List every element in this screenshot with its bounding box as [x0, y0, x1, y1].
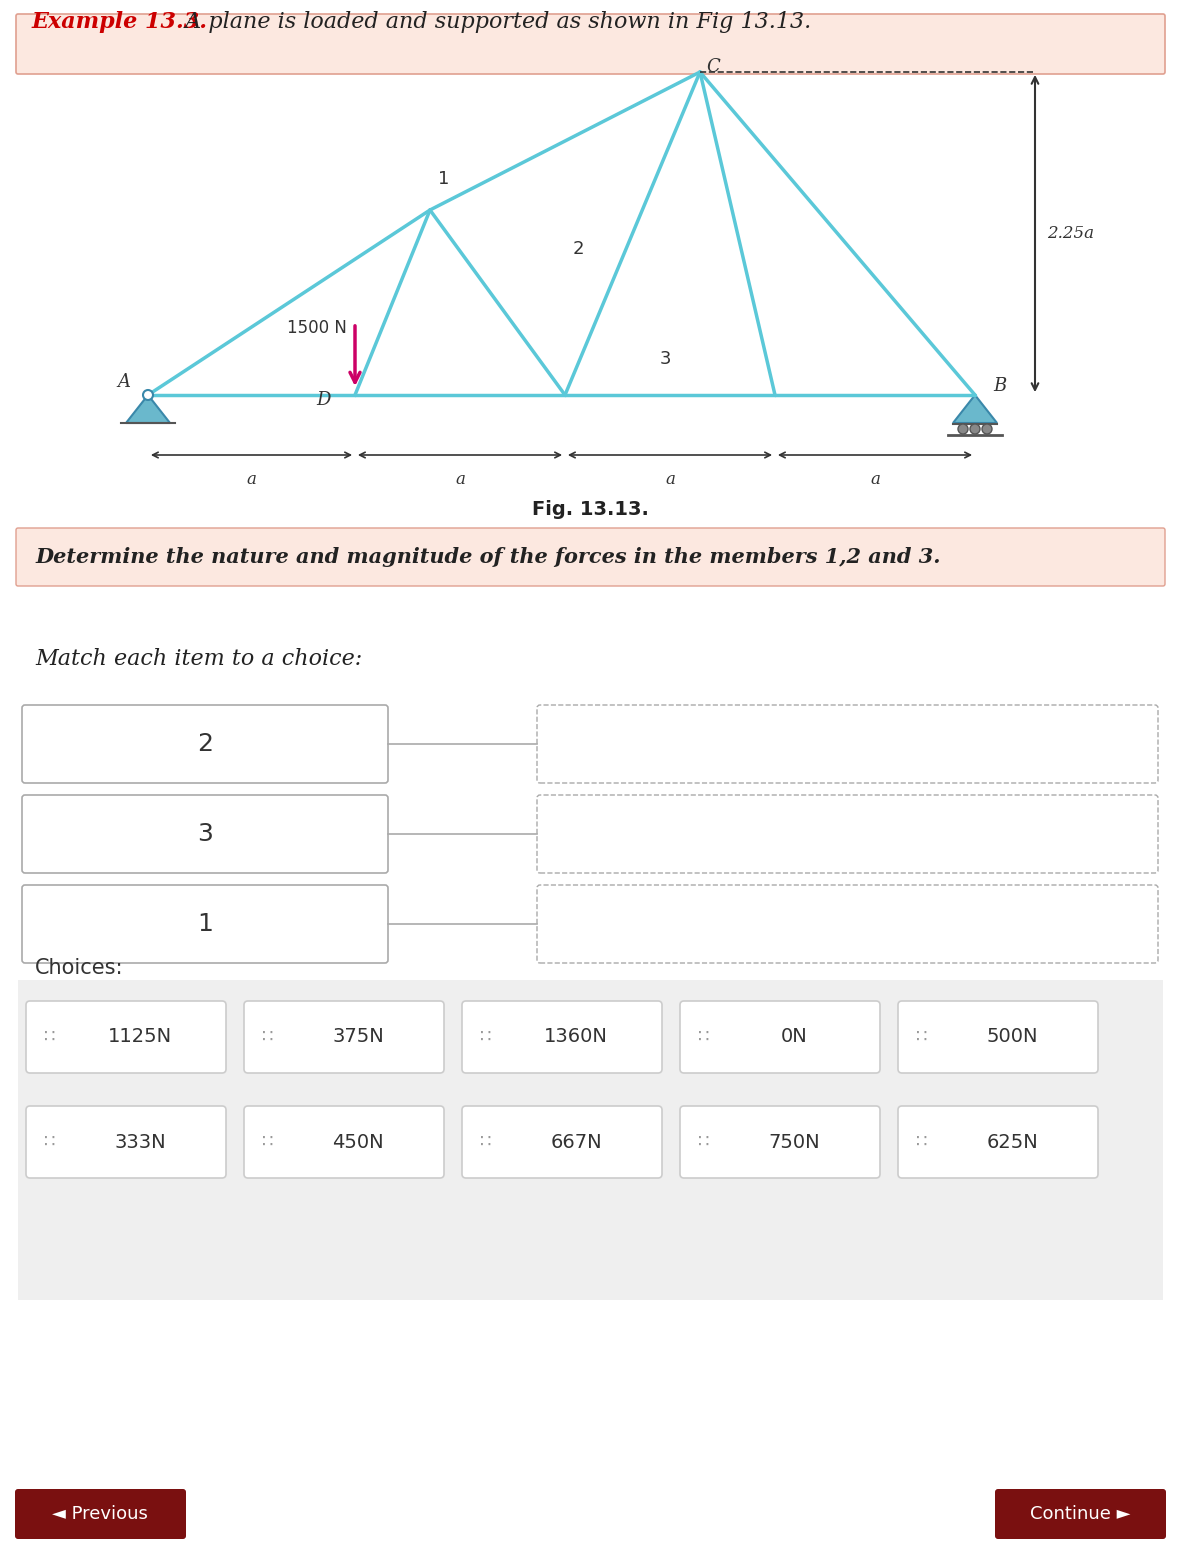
Text: 2.25a: 2.25a	[1048, 224, 1094, 241]
Text: 0N: 0N	[781, 1027, 808, 1046]
Text: ∷: ∷	[916, 1132, 928, 1151]
Text: ∷: ∷	[698, 1027, 710, 1046]
Text: ∷: ∷	[698, 1132, 710, 1151]
Text: Fig. 13.13.: Fig. 13.13.	[531, 501, 648, 519]
Text: 667N: 667N	[550, 1132, 602, 1151]
FancyBboxPatch shape	[18, 980, 1163, 1299]
Text: ∷: ∷	[481, 1027, 491, 1046]
Text: 1360N: 1360N	[544, 1027, 608, 1046]
Text: ∷: ∷	[262, 1132, 274, 1151]
Circle shape	[981, 423, 992, 434]
Text: 1500 N: 1500 N	[287, 318, 347, 337]
FancyBboxPatch shape	[537, 885, 1159, 963]
FancyBboxPatch shape	[22, 885, 389, 963]
FancyBboxPatch shape	[26, 1001, 226, 1072]
FancyBboxPatch shape	[996, 1489, 1166, 1539]
Text: a: a	[665, 471, 674, 488]
FancyBboxPatch shape	[680, 1001, 880, 1072]
FancyBboxPatch shape	[898, 1106, 1098, 1177]
Text: 2: 2	[197, 732, 213, 756]
Text: 500N: 500N	[986, 1027, 1038, 1046]
Text: Example 13.3.: Example 13.3.	[32, 11, 208, 32]
Text: 1: 1	[438, 170, 450, 188]
FancyBboxPatch shape	[17, 14, 1164, 74]
Circle shape	[970, 423, 980, 434]
Text: Match each item to a choice:: Match each item to a choice:	[35, 647, 363, 671]
Text: 375N: 375N	[332, 1027, 384, 1046]
Text: C: C	[706, 59, 719, 76]
Text: 2: 2	[573, 239, 585, 258]
FancyBboxPatch shape	[244, 1001, 444, 1072]
Text: ∷: ∷	[262, 1027, 274, 1046]
Text: B: B	[993, 377, 1006, 396]
FancyBboxPatch shape	[26, 1106, 226, 1177]
Text: 1: 1	[197, 912, 213, 936]
Text: a: a	[455, 471, 465, 488]
Text: 750N: 750N	[768, 1132, 820, 1151]
Text: Determine the nature and magnitude of the forces in the members 1,2 and 3.: Determine the nature and magnitude of th…	[35, 547, 940, 567]
Text: 450N: 450N	[332, 1132, 384, 1151]
FancyBboxPatch shape	[537, 705, 1159, 783]
Text: a: a	[247, 471, 256, 488]
Text: 625N: 625N	[986, 1132, 1038, 1151]
Text: ∷: ∷	[44, 1027, 56, 1046]
Text: D: D	[317, 391, 331, 409]
Circle shape	[958, 423, 968, 434]
Text: 3: 3	[660, 351, 672, 368]
Polygon shape	[126, 396, 170, 423]
Text: ∷: ∷	[481, 1132, 491, 1151]
Text: 333N: 333N	[115, 1132, 165, 1151]
Polygon shape	[953, 396, 997, 423]
Circle shape	[143, 389, 154, 400]
FancyBboxPatch shape	[17, 528, 1164, 586]
Text: ◄ Previous: ◄ Previous	[52, 1505, 148, 1523]
Text: A: A	[117, 372, 130, 391]
Text: a: a	[870, 471, 880, 488]
FancyBboxPatch shape	[898, 1001, 1098, 1072]
FancyBboxPatch shape	[244, 1106, 444, 1177]
FancyBboxPatch shape	[22, 796, 389, 873]
Text: A plane is loaded and supported as shown in Fig 13.13.: A plane is loaded and supported as shown…	[178, 11, 811, 32]
FancyBboxPatch shape	[462, 1106, 663, 1177]
Text: 1125N: 1125N	[107, 1027, 172, 1046]
FancyBboxPatch shape	[22, 705, 389, 783]
Text: ∷: ∷	[44, 1132, 56, 1151]
Text: ∷: ∷	[916, 1027, 928, 1046]
Text: Choices:: Choices:	[35, 958, 124, 978]
FancyBboxPatch shape	[462, 1001, 663, 1072]
Text: Continue ►: Continue ►	[1030, 1505, 1130, 1523]
FancyBboxPatch shape	[537, 796, 1159, 873]
Text: 3: 3	[197, 822, 213, 847]
FancyBboxPatch shape	[15, 1489, 185, 1539]
FancyBboxPatch shape	[680, 1106, 880, 1177]
